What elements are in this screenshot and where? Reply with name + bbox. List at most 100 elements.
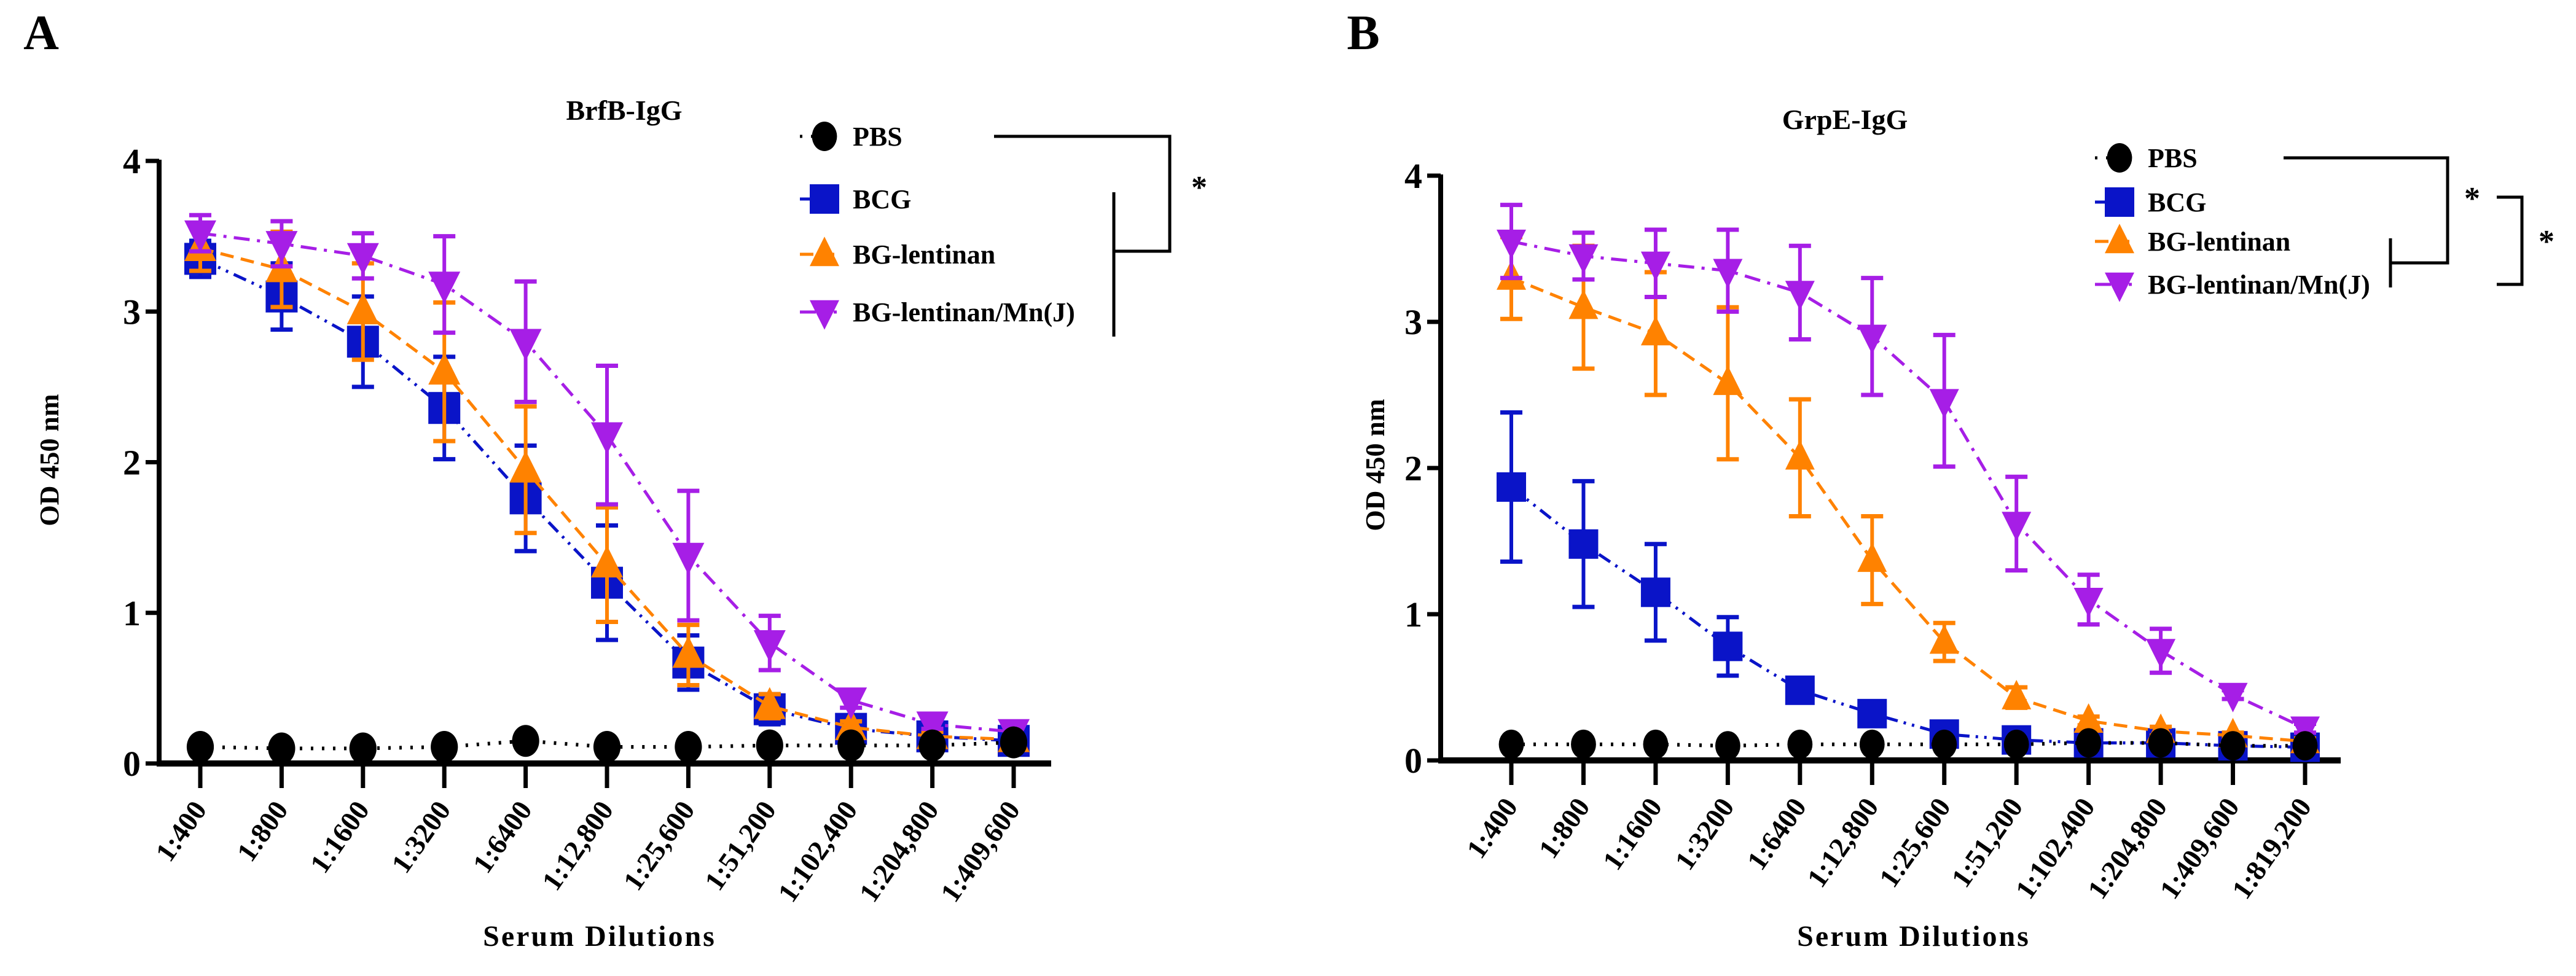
data-point bbox=[835, 687, 867, 720]
legend-label: BG-lentinan/Mn(J) bbox=[853, 297, 1075, 327]
legend-label: PBS bbox=[853, 122, 902, 152]
x-tick-label: 1:6400 bbox=[466, 795, 538, 878]
legend: PBS BCG BG-lentinan BG-lentinan/Mn(J) bbox=[2095, 143, 2370, 302]
data-point bbox=[1929, 389, 1959, 419]
data-point bbox=[672, 542, 705, 575]
data-point bbox=[2146, 639, 2176, 669]
panel-label: B bbox=[1347, 6, 1379, 60]
data-point bbox=[1498, 729, 1524, 759]
significance-star: * bbox=[1191, 170, 1207, 205]
y-tick-label: 0 bbox=[1404, 741, 1422, 781]
data-point bbox=[1640, 577, 1670, 607]
data-point bbox=[349, 732, 377, 765]
legend-marker bbox=[810, 300, 839, 330]
data-point bbox=[1568, 244, 1599, 274]
data-point bbox=[2002, 679, 2032, 709]
data-point bbox=[431, 731, 458, 763]
data-point bbox=[1568, 289, 1599, 319]
data-point bbox=[2003, 729, 2029, 759]
legend: PBS BCG BG-lentinan BG-lentinan/Mn(J) bbox=[800, 122, 1075, 330]
panel-b: B GrpE-IgG OD 450 nm Serum Dilutions 0 1 2 3 4 1:… bbox=[1347, 6, 2554, 953]
data-point bbox=[1497, 472, 1526, 502]
data-point bbox=[1000, 726, 1028, 759]
significance-bracket bbox=[2497, 195, 2524, 286]
x-tick-label: 1:102,400 bbox=[772, 795, 864, 907]
legend-label: PBS bbox=[2148, 143, 2198, 173]
y-tick-label: 4 bbox=[1404, 156, 1422, 196]
data-point bbox=[675, 731, 702, 763]
data-point bbox=[184, 220, 216, 252]
x-tick-label: 1:12,800 bbox=[1801, 792, 1884, 892]
data-point bbox=[593, 731, 621, 763]
x-tick-label: 1:25,600 bbox=[617, 795, 700, 896]
data-point bbox=[2002, 512, 2032, 542]
x-tick-label: 1:409,600 bbox=[934, 795, 1027, 907]
data-point bbox=[2218, 682, 2248, 712]
data-point bbox=[2148, 728, 2174, 758]
y-axis-label: OD 450 nm bbox=[34, 394, 65, 526]
data-point bbox=[835, 708, 867, 740]
legend-marker bbox=[810, 184, 839, 214]
significance-star: * bbox=[2464, 181, 2480, 216]
data-point bbox=[591, 422, 623, 455]
legend-label: BG-lentinan bbox=[853, 240, 995, 270]
x-tick-label: 1:51,200 bbox=[699, 795, 782, 896]
data-point bbox=[1713, 631, 1743, 662]
data-point bbox=[428, 271, 461, 304]
data-point bbox=[2292, 731, 2318, 761]
data-point bbox=[509, 450, 542, 483]
data-point bbox=[428, 353, 461, 385]
x-tick-label: 1:400 bbox=[1460, 792, 1524, 864]
legend-label: BCG bbox=[853, 184, 911, 214]
x-tick-label: 1:1600 bbox=[1597, 792, 1669, 875]
x-axis-label: Serum Dilutions bbox=[483, 920, 716, 953]
data-point bbox=[1785, 281, 1815, 311]
x-tick-label: 1:12,800 bbox=[536, 795, 619, 896]
legend-marker bbox=[812, 122, 837, 151]
x-tick-label: 1:3200 bbox=[385, 795, 457, 878]
data-point bbox=[1643, 729, 1669, 759]
data-point bbox=[509, 329, 542, 361]
data-point bbox=[837, 729, 865, 762]
data-point bbox=[2073, 703, 2104, 733]
data-point bbox=[1859, 729, 1885, 759]
series-line bbox=[1511, 741, 2305, 748]
data-point bbox=[1713, 365, 1743, 396]
x-tick-label: 1:400 bbox=[149, 795, 213, 867]
data-point bbox=[2220, 731, 2245, 761]
significance-bracket bbox=[2284, 156, 2449, 265]
data-point bbox=[1497, 229, 1526, 259]
series-bcg bbox=[1497, 410, 2320, 762]
data-point bbox=[1932, 729, 1957, 759]
data-point bbox=[2076, 728, 2102, 758]
data-point bbox=[1857, 698, 1887, 728]
data-point bbox=[918, 729, 946, 762]
series-bg-lentinan-mn-j- bbox=[1497, 203, 2320, 746]
y-tick-label: 1 bbox=[1404, 595, 1422, 634]
data-point bbox=[591, 545, 623, 578]
legend-marker bbox=[2105, 187, 2134, 217]
x-tick-label: 1:800 bbox=[1532, 792, 1595, 864]
chart-title: BrfB-IgG bbox=[566, 95, 682, 126]
y-tick-label: 4 bbox=[123, 141, 141, 181]
y-tick-label: 1 bbox=[123, 593, 141, 633]
y-tick-label: 2 bbox=[123, 443, 141, 483]
data-point bbox=[186, 731, 214, 763]
data-point bbox=[916, 711, 949, 744]
x-tick-label: 1:6400 bbox=[1740, 792, 1812, 875]
data-point bbox=[1787, 729, 1813, 759]
series-pbs bbox=[1498, 728, 2318, 761]
data-point bbox=[1640, 251, 1670, 281]
data-point bbox=[753, 687, 786, 719]
legend-marker bbox=[810, 236, 839, 267]
data-point bbox=[756, 729, 783, 762]
data-point bbox=[672, 636, 705, 668]
data-point bbox=[1568, 529, 1599, 559]
data-point bbox=[1857, 542, 1887, 572]
legend-marker bbox=[2105, 224, 2134, 254]
x-tick-label: 1:3200 bbox=[1669, 792, 1740, 875]
data-point bbox=[265, 231, 298, 264]
y-tick-label: 3 bbox=[1404, 302, 1422, 342]
data-point bbox=[1640, 316, 1670, 346]
